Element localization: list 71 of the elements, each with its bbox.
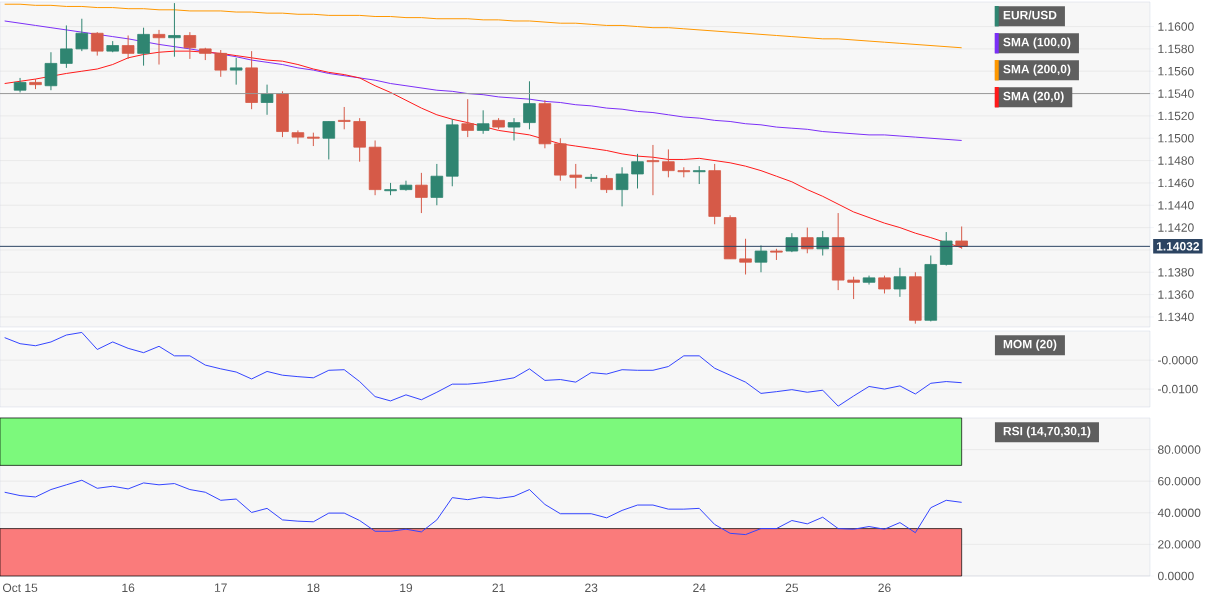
y-tick-label: 1.1460 xyxy=(1158,178,1194,188)
x-tick-label: Oct 15 xyxy=(2,583,38,593)
text: MOM (20) xyxy=(1003,339,1057,351)
ref-line-label: 1.14032 xyxy=(1156,242,1200,251)
y-tick-label: -0.0000 xyxy=(1158,355,1198,365)
candlestick xyxy=(214,49,228,78)
legend-label: EUR/USD xyxy=(1003,10,1057,20)
y-tick-label: 1.1340 xyxy=(1158,312,1194,322)
candlestick xyxy=(569,163,583,189)
candlestick xyxy=(507,117,521,141)
candlestick xyxy=(152,29,166,66)
candlestick xyxy=(90,31,104,57)
candlestick xyxy=(60,24,73,69)
y-tick-label: 1.1360 xyxy=(1158,290,1194,299)
y-tick-label: 40.0000 xyxy=(1157,508,1201,518)
y-tick-label: 1.1580 xyxy=(1158,44,1194,54)
y-tick-label: 1.1500 xyxy=(1158,134,1194,143)
candlestick xyxy=(168,2,181,58)
candlestick xyxy=(260,84,274,116)
x-tick-label: 26 xyxy=(878,583,891,593)
y-tick-label: 80.0000 xyxy=(1158,445,1201,454)
candlestick xyxy=(415,172,428,214)
x-tick-label: 25 xyxy=(785,583,799,593)
candlestick xyxy=(461,98,474,138)
legend-label: SMA (200,0) xyxy=(1003,64,1071,76)
candlestick xyxy=(291,129,305,145)
y-tick-label: 1.1520 xyxy=(1158,111,1194,121)
candlestick xyxy=(183,31,197,60)
candlestick xyxy=(801,227,814,254)
candlestick xyxy=(322,120,336,160)
candlestick xyxy=(229,57,243,86)
candlestick xyxy=(893,267,907,298)
candlestick xyxy=(939,231,953,267)
candlestick xyxy=(615,166,629,207)
candlestick xyxy=(646,144,660,196)
x-tick-label: 17 xyxy=(214,583,227,592)
y-tick-label: 1.1540 xyxy=(1158,89,1194,98)
candlestick xyxy=(631,153,644,189)
x-tick-label: 24 xyxy=(693,583,706,592)
x-tick-label: 16 xyxy=(122,583,135,593)
candlestick xyxy=(523,80,536,130)
candlestick xyxy=(739,238,752,275)
candlestick xyxy=(754,244,768,273)
y-tick-label: 60.0000 xyxy=(1158,476,1201,486)
x-tick-label: 19 xyxy=(400,583,413,593)
candlestick xyxy=(955,225,968,250)
candlestick xyxy=(337,106,351,130)
candlestick xyxy=(121,34,135,60)
candlestick xyxy=(430,163,444,206)
candlestick xyxy=(816,230,829,257)
candlestick xyxy=(476,109,490,135)
y-tick-label: 20.0000 xyxy=(1158,540,1201,549)
legend-label: SMA (100,0) xyxy=(1003,37,1071,49)
candlestick xyxy=(847,276,860,300)
legend-label: SMA (20,0) xyxy=(1003,91,1064,103)
x-tick-label: 23 xyxy=(585,583,598,593)
y-tick-label: 1.1380 xyxy=(1158,268,1194,277)
y-tick-label: 1.1600 xyxy=(1158,22,1194,31)
text: RSI (14,70,30,1) xyxy=(1003,426,1091,438)
x-tick-label: 18 xyxy=(307,583,320,593)
y-tick-label: 0.0000 xyxy=(1157,571,1194,581)
y-tick-label: 1.1560 xyxy=(1158,66,1194,76)
y-tick-label: 1.1420 xyxy=(1158,223,1194,232)
y-tick-label: 1.1480 xyxy=(1158,156,1194,165)
candlestick xyxy=(662,148,675,178)
candlestick xyxy=(75,18,89,52)
y-tick-label: -0.0100 xyxy=(1158,384,1198,394)
candlestick xyxy=(44,51,58,91)
y-tick-label: 1.1440 xyxy=(1158,201,1194,210)
x-tick-label: 21 xyxy=(492,583,505,592)
candlestick xyxy=(137,27,150,67)
